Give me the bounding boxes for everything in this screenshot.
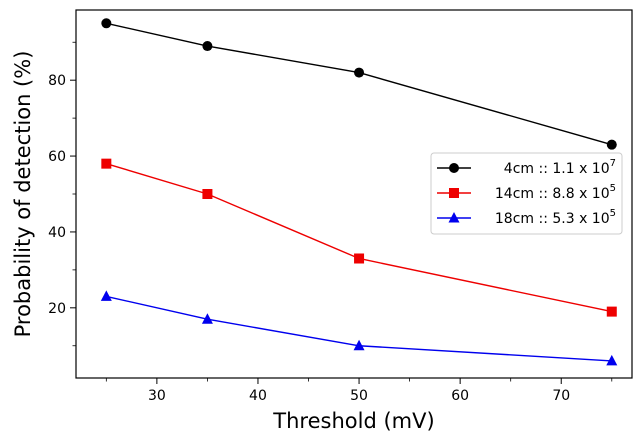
data-point <box>606 139 617 150</box>
series-3 <box>100 290 618 366</box>
y-tick-label: 20 <box>48 301 66 317</box>
legend-marker <box>449 163 459 173</box>
data-point <box>101 158 112 169</box>
legend-item: 14cm :: 8.8 x 105 <box>437 183 616 202</box>
data-point <box>100 290 112 301</box>
legend-marker <box>448 212 460 223</box>
y-tick-label: 60 <box>48 149 66 165</box>
data-point <box>202 189 213 199</box>
x-tick-label: 60 <box>451 388 469 404</box>
data-point <box>101 18 112 29</box>
y-axis-title: Probability of detection (%) <box>11 51 35 338</box>
plot-area <box>100 18 618 366</box>
data-point <box>354 253 365 264</box>
x-axis: 30 40 50 60 70 <box>105 378 613 404</box>
legend-marker <box>449 188 459 198</box>
series-line <box>106 162 612 313</box>
x-tick-label: 40 <box>249 388 267 404</box>
legend-label: 18cm :: 5.3 x 105 <box>495 208 616 227</box>
data-point <box>202 41 213 52</box>
y-tick-label: 40 <box>48 225 66 241</box>
series-line <box>106 22 612 146</box>
x-tick-label: 30 <box>148 388 166 404</box>
data-point <box>353 339 365 351</box>
series-line <box>106 295 612 362</box>
legend-label: 14cm :: 8.8 x 105 <box>495 183 616 202</box>
legend-item: 4cm :: 1.1 x 107 <box>437 158 616 177</box>
series-2 <box>101 158 617 317</box>
x-axis-title: Threshold (mV) <box>272 409 434 433</box>
x-tick-label: 70 <box>552 388 570 404</box>
legend-item: 18cm :: 5.3 x 105 <box>437 208 616 227</box>
legend-label: 4cm :: 1.1 x 107 <box>504 158 616 177</box>
axes: 30 40 50 60 70 20 40 60 80 Threshold (mV) Proba… <box>11 9 633 433</box>
data-point <box>606 354 618 366</box>
data-point <box>606 306 617 317</box>
series-1 <box>101 18 617 150</box>
y-axis: 20 40 60 80 <box>48 41 76 347</box>
data-point <box>201 313 213 324</box>
x-tick-label: 50 <box>350 388 368 404</box>
data-point <box>354 67 365 78</box>
legend-box <box>430 152 623 235</box>
y-tick-label: 80 <box>48 73 66 89</box>
